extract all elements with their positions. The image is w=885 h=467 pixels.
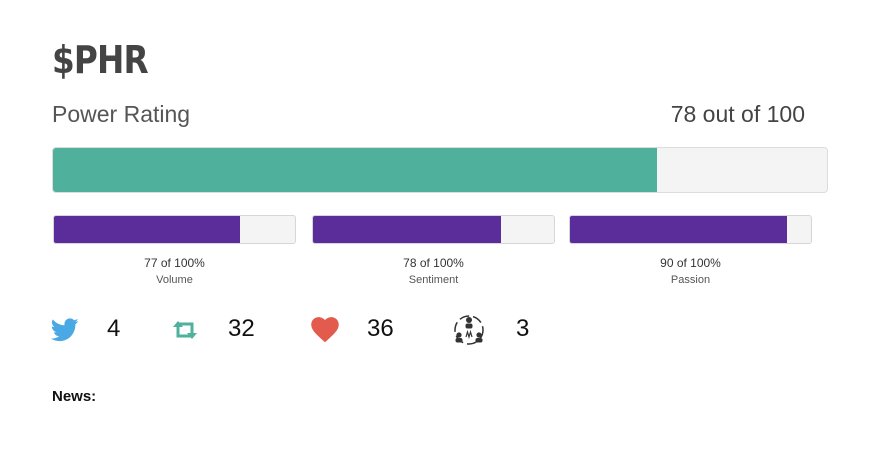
retweet-icon [171, 312, 199, 348]
volume-rating: 77 of 100% Volume [53, 215, 296, 286]
power-rating-label: Power Rating [52, 101, 191, 127]
sentiment-bar [312, 215, 555, 244]
twitter-bird-icon [51, 312, 79, 348]
power-rating-value: 78 [670, 101, 697, 127]
community-count: 3 [516, 315, 530, 342]
passion-rating: 90 of 100% Passion [569, 215, 812, 286]
heart-icon [311, 312, 339, 348]
community-icon [452, 312, 486, 348]
volume-bar-fill [54, 216, 240, 243]
power-rating-score: 78 out of 100 [671, 101, 805, 128]
sentiment-label: Sentiment [408, 274, 459, 286]
like-count: 36 [367, 315, 394, 342]
sentiment-bar-fill [313, 216, 501, 243]
passion-bar [569, 215, 812, 244]
sentiment-value: 78 of 100% [403, 256, 464, 270]
volume-label: Volume [156, 274, 193, 286]
passion-value: 90 of 100% [660, 256, 721, 270]
news-heading: News: [52, 388, 97, 405]
tweet-count: 4 [107, 315, 121, 342]
power-rating-bar [52, 147, 828, 193]
power-rating-suffix: out of 100 [696, 101, 805, 127]
sentiment-rating: 78 of 100% Sentiment [312, 215, 555, 286]
volume-value: 77 of 100% [144, 256, 205, 270]
retweet-count: 32 [228, 315, 255, 342]
power-rating-bar-fill [53, 148, 657, 192]
passion-bar-fill [570, 216, 787, 243]
passion-label: Passion [670, 274, 711, 286]
volume-bar [53, 215, 296, 244]
social-stats: 4 32 36 3 [0, 312, 885, 352]
ticker-symbol: $PHR [52, 38, 149, 82]
